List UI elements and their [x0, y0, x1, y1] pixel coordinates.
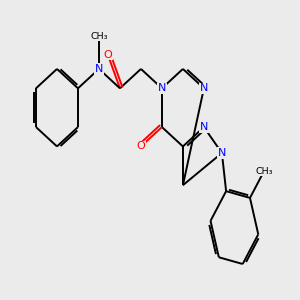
Text: N: N: [200, 83, 208, 93]
Text: N: N: [95, 64, 103, 74]
Text: CH₃: CH₃: [90, 32, 108, 40]
Text: O: O: [136, 141, 145, 152]
Text: O: O: [103, 50, 112, 60]
Text: CH₃: CH₃: [255, 167, 273, 176]
Text: N: N: [200, 122, 208, 132]
Text: N: N: [158, 83, 166, 93]
Text: N: N: [218, 148, 226, 158]
